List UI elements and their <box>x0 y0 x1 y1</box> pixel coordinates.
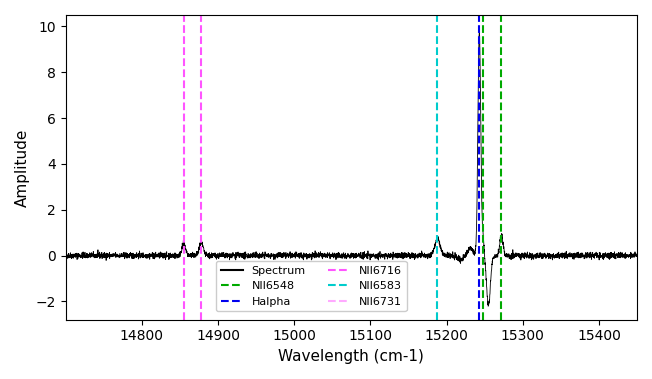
X-axis label: Wavelength (cm-1): Wavelength (cm-1) <box>278 349 424 364</box>
Spectrum <box>76 254 84 258</box>
Spectrum <box>475 28 483 33</box>
Spectrum <box>633 254 641 258</box>
Spectrum <box>268 254 276 258</box>
Spectrum <box>430 246 437 251</box>
Spectrum <box>62 252 70 257</box>
Spectrum <box>484 304 492 309</box>
Spectrum <box>612 252 620 257</box>
Line: Spectrum: Spectrum <box>66 31 637 306</box>
Spectrum <box>361 252 369 256</box>
Spectrum <box>548 254 556 259</box>
Y-axis label: Amplitude: Amplitude <box>15 128 30 207</box>
Legend: Spectrum, NII6548, Halpha, NII6716, NII6583, NII6731: Spectrum, NII6548, Halpha, NII6716, NII6… <box>216 261 407 311</box>
